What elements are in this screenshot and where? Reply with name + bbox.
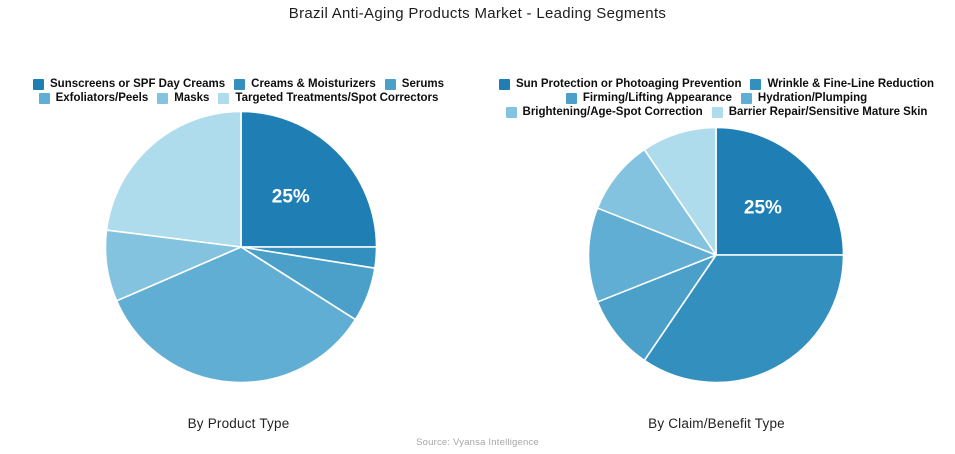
pie-slice: [240, 110, 378, 248]
legend-row: Firming/Lifting Appearance Hydration/Plum…: [565, 92, 868, 104]
legend-product-type: Sunscreens or SPF Day Creams Creams & Moi…: [0, 78, 477, 104]
legend-item: Sunscreens or SPF Day Creams: [33, 78, 226, 90]
legend-swatch-icon: [750, 79, 762, 90]
legend-label: Sun Protection or Photoaging Prevention: [515, 78, 742, 90]
legend-swatch-icon: [234, 79, 246, 90]
pie-chart-claim-type: 25%: [587, 126, 845, 384]
pie-slice: [643, 254, 845, 384]
legend-swatch-icon: [711, 107, 723, 118]
legend-label: Wrinkle & Fine-Line Reduction: [767, 78, 935, 90]
legend-item: Creams & Moisturizers: [234, 78, 376, 90]
legend-item: Wrinkle & Fine-Line Reduction: [750, 78, 935, 90]
legend-label: Firming/Lifting Appearance: [582, 92, 732, 104]
chart-panel-claim-type: Sun Protection or Photoaging Prevention W…: [478, 0, 955, 454]
legend-label: Creams & Moisturizers: [251, 78, 376, 90]
legend-item: Hydration/Plumping: [740, 92, 868, 104]
legend-swatch-icon: [38, 93, 50, 104]
legend-item: Serums: [384, 78, 444, 90]
legend-item: Masks: [157, 92, 210, 104]
legend-item: Barrier Repair/Sensitive Mature Skin: [711, 106, 928, 118]
legend-row: Brightening/Age-Spot Correction Barrier R…: [505, 106, 928, 118]
pie-slice: [715, 126, 845, 256]
legend-item: Firming/Lifting Appearance: [565, 92, 732, 104]
legend-item: Targeted Treatments/Spot Correctors: [218, 92, 439, 104]
pie-chart-product-type: 25%: [104, 110, 378, 384]
legend-swatch-icon: [505, 107, 517, 118]
legend-swatch-icon: [157, 93, 169, 104]
legend-label: Hydration/Plumping: [757, 92, 868, 104]
legend-swatch-icon: [740, 93, 752, 104]
legend-label: Serums: [401, 78, 444, 90]
legend-label: Targeted Treatments/Spot Correctors: [235, 92, 439, 104]
source-note: Source: Vyansa Intelligence: [416, 437, 539, 448]
legend-swatch-icon: [218, 93, 230, 104]
legend-row: Sunscreens or SPF Day Creams Creams & Moi…: [33, 78, 444, 90]
pie-slice: [596, 148, 717, 256]
legend-swatch-icon: [384, 79, 396, 90]
legend-label: Barrier Repair/Sensitive Mature Skin: [728, 106, 928, 118]
pie-slice: [643, 126, 717, 256]
pie-slice: [105, 110, 242, 248]
legend-item: Sun Protection or Photoaging Prevention: [498, 78, 742, 90]
legend-row: Sun Protection or Photoaging Prevention W…: [498, 78, 935, 90]
pie-slice: [587, 207, 717, 303]
legend-row: Exfoliators/Peels Masks Targeted Treatment…: [38, 92, 439, 104]
legend-label: Exfoliators/Peels: [55, 92, 149, 104]
legend-item: Exfoliators/Peels: [38, 92, 149, 104]
chart-panel-product-type: Sunscreens or SPF Day Creams Creams & Moi…: [0, 0, 477, 454]
legend-swatch-icon: [498, 79, 510, 90]
axis-label-product-type: By Product Type: [187, 416, 290, 431]
legend-swatch-icon: [33, 79, 45, 90]
slice-percent-label: 25%: [744, 198, 782, 219]
slice-percent-label: 25%: [272, 187, 310, 208]
legend-label: Masks: [174, 92, 210, 104]
legend-swatch-icon: [565, 93, 577, 104]
legend-claim-type: Sun Protection or Photoaging Prevention W…: [478, 78, 955, 118]
axis-label-claim-type: By Claim/Benefit Type: [648, 416, 785, 431]
legend-label: Sunscreens or SPF Day Creams: [50, 78, 226, 90]
pie-slice: [115, 246, 357, 384]
legend-item: Brightening/Age-Spot Correction: [505, 106, 703, 118]
pie-slice: [596, 254, 717, 362]
legend-label: Brightening/Age-Spot Correction: [522, 106, 703, 118]
figure-title: Brazil Anti-Aging Products Market - Lead…: [288, 5, 667, 22]
